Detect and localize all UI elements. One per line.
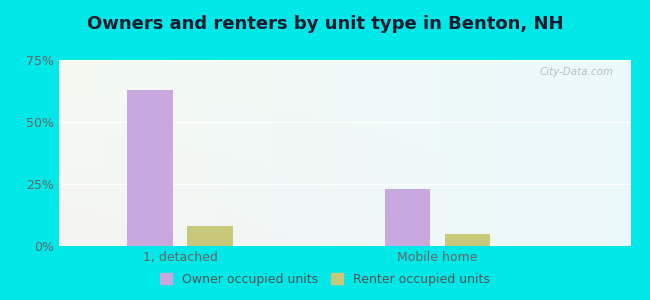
Legend: Owner occupied units, Renter occupied units: Owner occupied units, Renter occupied un…: [155, 268, 495, 291]
Text: City-Data.com: City-Data.com: [540, 68, 614, 77]
Bar: [445, 234, 490, 246]
Text: Owners and renters by unit type in Benton, NH: Owners and renters by unit type in Bento…: [86, 15, 564, 33]
Bar: [127, 90, 173, 246]
Bar: [385, 189, 430, 246]
Bar: [187, 226, 233, 246]
